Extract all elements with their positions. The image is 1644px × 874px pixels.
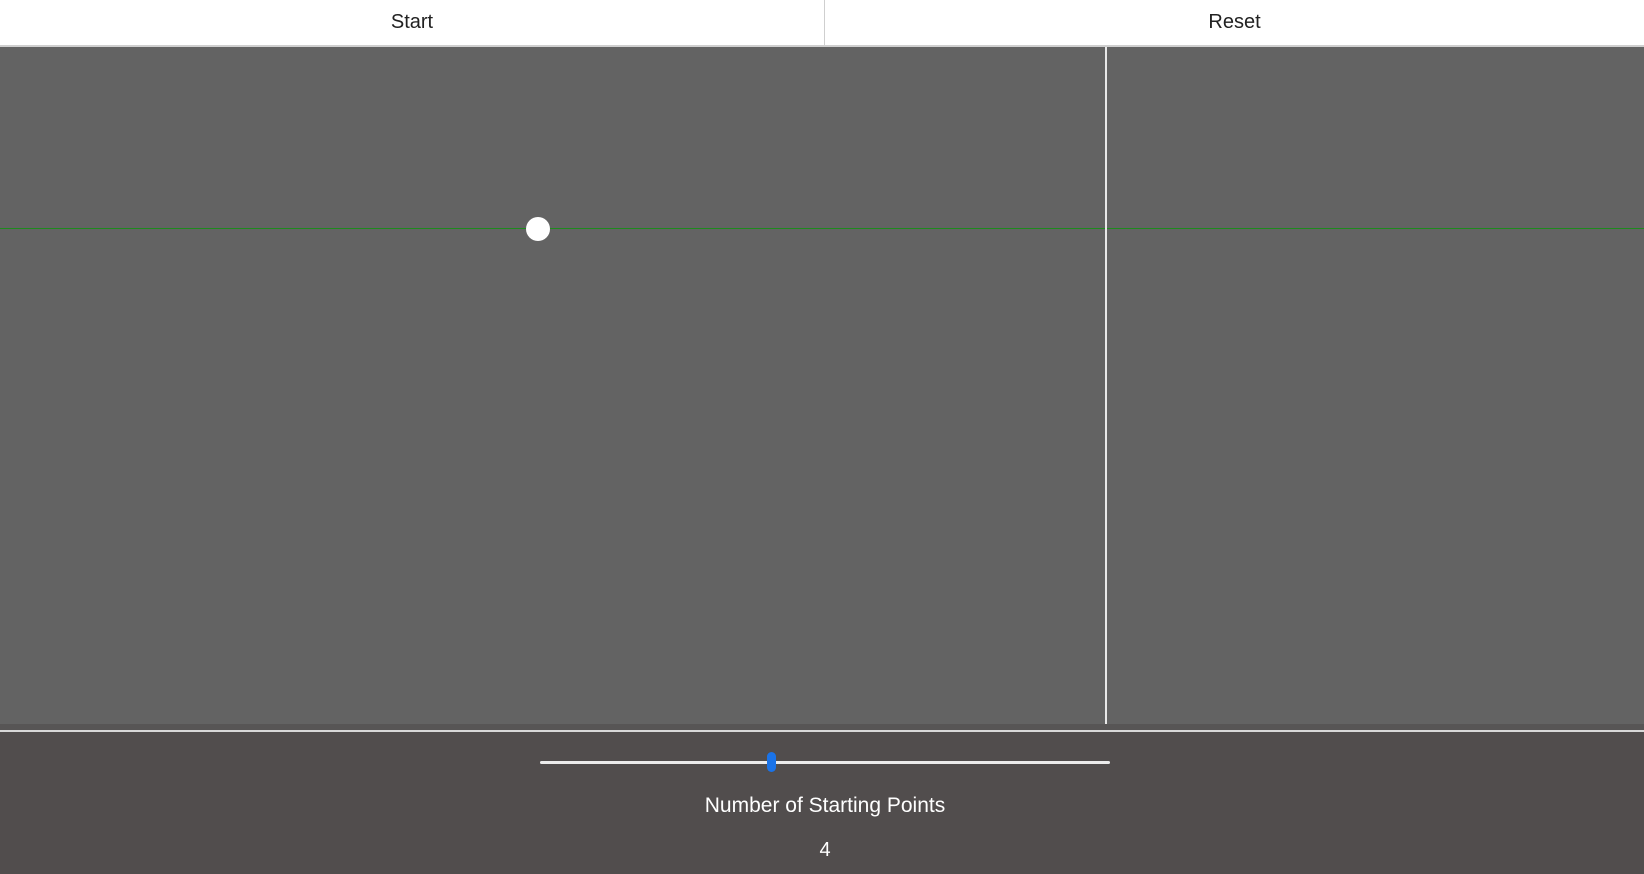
panel-divider xyxy=(0,724,1644,732)
slider-thumb[interactable] xyxy=(766,752,776,772)
slider-track[interactable] xyxy=(540,761,1110,764)
start-button[interactable]: Start xyxy=(0,0,825,45)
vertical-guide-line xyxy=(1105,47,1107,724)
horizontal-guide-line xyxy=(0,228,1644,229)
toolbar: Start Reset xyxy=(0,0,1644,47)
controls-panel: Number of Starting Points 4 xyxy=(0,732,1644,874)
simulation-canvas[interactable] xyxy=(0,47,1644,724)
slider-value: 4 xyxy=(819,839,831,861)
starting-points-slider[interactable] xyxy=(540,752,1110,774)
starting-point[interactable] xyxy=(526,217,550,241)
reset-button[interactable]: Reset xyxy=(1208,11,1261,33)
slider-label: Number of Starting Points xyxy=(704,794,946,817)
